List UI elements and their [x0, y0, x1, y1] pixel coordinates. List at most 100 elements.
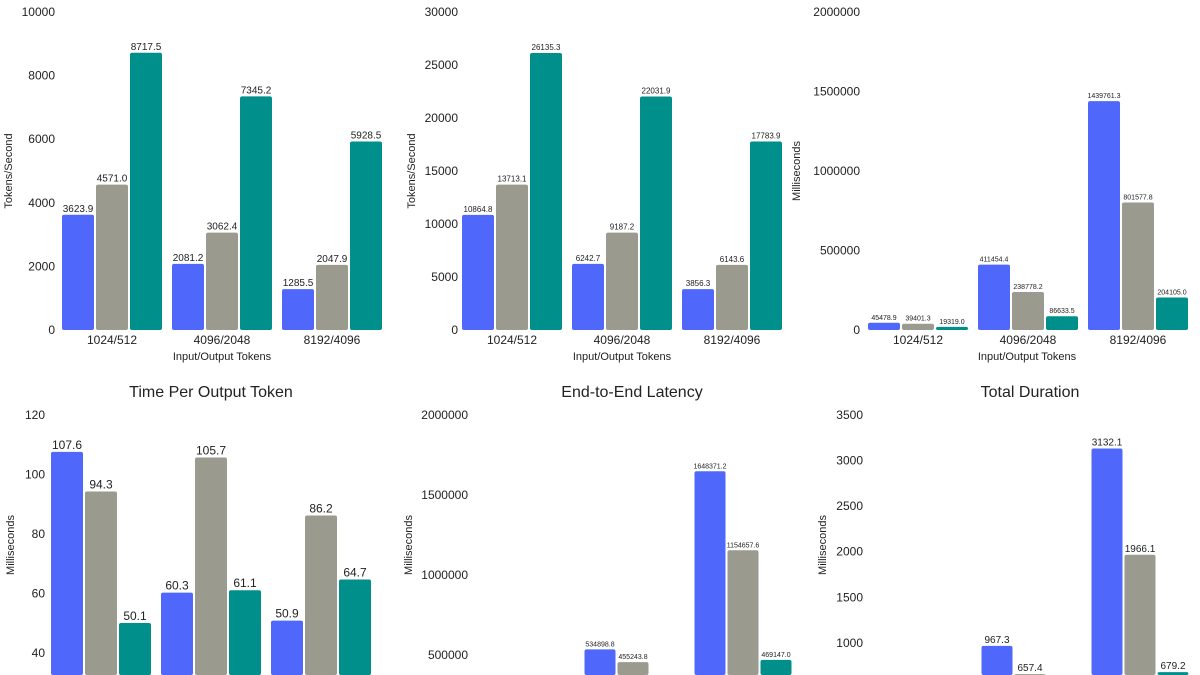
data-label: 39401.3 — [905, 316, 930, 323]
bar-series-2 — [716, 264, 748, 330]
y-tick-label: 4000 — [28, 196, 55, 210]
bar-series-1 — [271, 620, 303, 675]
data-label: 64.7 — [343, 566, 367, 580]
data-label: 7345.2 — [241, 85, 272, 96]
data-label: 6143.6 — [720, 255, 745, 264]
data-label: 50.9 — [275, 607, 299, 621]
x-tick-label: 1024/512 — [87, 333, 137, 347]
y-tick-label: 500000 — [428, 648, 468, 662]
bar-series-2 — [1012, 292, 1044, 330]
y-axis-label: Milliseconds — [791, 141, 803, 201]
y-tick-label: 8000 — [28, 69, 55, 83]
data-label: 455243.8 — [618, 654, 647, 661]
y-axis-label: Tokens/Second — [3, 133, 15, 208]
bar-series-1 — [694, 471, 726, 675]
bar-series-3 — [339, 579, 371, 675]
data-label: 3856.3 — [686, 279, 711, 288]
data-label: 4571.0 — [97, 174, 128, 185]
x-tick-label: 4096/2048 — [194, 333, 251, 347]
data-label: 1439761.3 — [1087, 93, 1120, 100]
y-tick-label: 2000000 — [421, 408, 468, 422]
bar-series-1 — [282, 289, 314, 330]
y-tick-label: 10000 — [22, 5, 56, 19]
chart-title: End-to-End Latency — [561, 384, 702, 401]
bar-series-3 — [640, 96, 672, 331]
y-tick-label: 2000 — [28, 259, 55, 273]
bar-series-2 — [606, 232, 638, 330]
y-tick-label: 1000000 — [421, 568, 468, 582]
bar-series-1 — [584, 649, 616, 675]
y-tick-label: 0 — [451, 323, 458, 337]
data-label: 6242.7 — [576, 254, 601, 263]
data-label: 3062.4 — [207, 222, 238, 233]
x-axis-label: Input/Output Tokens — [173, 351, 272, 363]
y-tick-label: 3000 — [836, 454, 863, 468]
y-tick-label: 120 — [25, 408, 45, 422]
bar-series-3 — [240, 96, 272, 330]
bar-series-3 — [936, 326, 968, 330]
y-tick-label: 500000 — [820, 244, 860, 258]
data-label: 534898.8 — [585, 641, 614, 648]
data-label: 1285.5 — [283, 278, 314, 289]
bar-series-1 — [868, 322, 900, 330]
data-label: 1648371.2 — [693, 463, 726, 470]
bar-series-2 — [1122, 202, 1154, 330]
data-label: 13713.1 — [498, 175, 527, 184]
bar-series-3 — [119, 622, 151, 675]
data-label: 19319.0 — [939, 319, 964, 326]
data-label: 5928.5 — [351, 130, 382, 141]
x-tick-label: 8192/4096 — [1110, 333, 1167, 347]
data-label: 2047.9 — [317, 254, 348, 265]
data-label: 1966.1 — [1125, 544, 1156, 555]
bar-series-1 — [462, 214, 494, 330]
y-tick-label: 25000 — [425, 58, 459, 72]
data-label: 469147.0 — [761, 652, 790, 659]
bar-series-2 — [902, 323, 934, 330]
x-tick-label: 8192/4096 — [304, 333, 361, 347]
y-tick-label: 0 — [853, 323, 860, 337]
bar-series-1 — [172, 263, 204, 330]
data-label: 17783.9 — [752, 131, 781, 140]
data-label: 50.1 — [123, 609, 147, 623]
x-tick-label: 4096/2048 — [594, 333, 651, 347]
data-label: 61.1 — [233, 576, 257, 590]
data-label: 45478.9 — [871, 315, 896, 322]
bar-series-2 — [206, 232, 238, 330]
bar-series-1 — [51, 451, 83, 675]
bar-series-1 — [62, 214, 94, 330]
data-label: 2081.2 — [173, 253, 204, 264]
bar-series-2 — [1124, 554, 1156, 675]
y-tick-label: 10000 — [425, 217, 459, 231]
y-tick-label: 2500 — [836, 499, 863, 513]
x-axis-label: Input/Output Tokens — [573, 351, 672, 363]
y-tick-label: 30000 — [425, 5, 459, 19]
data-label: 411454.4 — [980, 257, 1009, 264]
y-tick-label: 2000000 — [813, 5, 860, 19]
bar-series-1 — [161, 592, 193, 675]
bar-series-2 — [85, 491, 117, 675]
y-tick-label: 15000 — [425, 164, 459, 178]
bar-series-1 — [981, 645, 1013, 675]
bar-series-2 — [305, 515, 337, 675]
data-label: 679.2 — [1160, 661, 1185, 672]
data-label: 967.3 — [984, 635, 1009, 646]
y-tick-label: 100 — [25, 468, 45, 482]
x-tick-label: 1024/512 — [893, 333, 943, 347]
data-label: 22031.9 — [642, 86, 671, 95]
y-tick-label: 1500000 — [813, 85, 860, 99]
bar-series-2 — [195, 457, 227, 675]
data-label: 3623.9 — [63, 204, 94, 215]
y-tick-label: 6000 — [28, 132, 55, 146]
y-tick-label: 80 — [32, 527, 46, 541]
data-label: 60.3 — [165, 579, 189, 593]
y-tick-label: 0 — [48, 323, 55, 337]
data-label: 10864.8 — [464, 205, 493, 214]
bar-series-3 — [130, 52, 162, 330]
data-label: 105.7 — [196, 444, 226, 458]
y-tick-label: 1000000 — [813, 164, 860, 178]
data-label: 94.3 — [89, 477, 113, 491]
data-label: 238778.2 — [1013, 284, 1042, 291]
y-axis-label: Milliseconds — [817, 515, 829, 575]
bar-series-2 — [727, 550, 759, 675]
